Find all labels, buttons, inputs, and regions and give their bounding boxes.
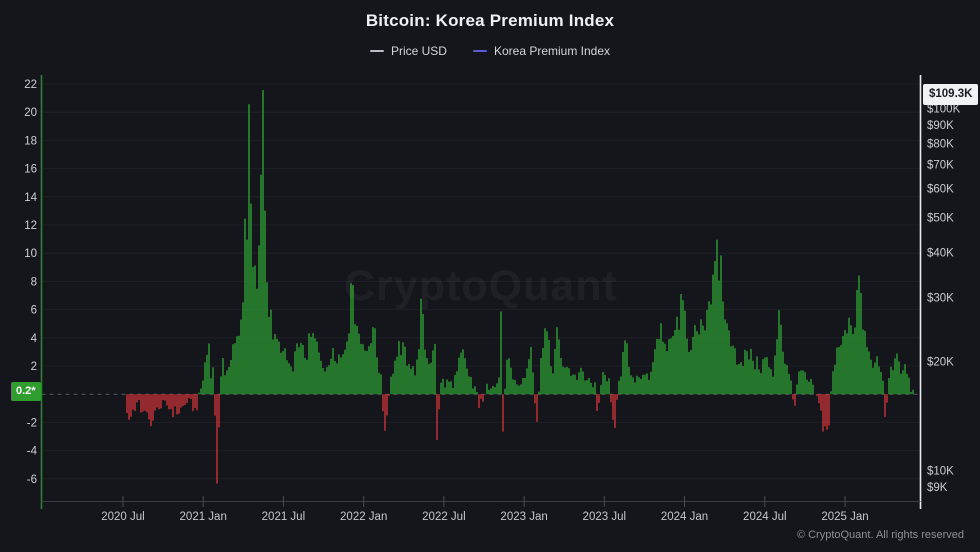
x-axis-label: 2020 Jul bbox=[101, 511, 144, 523]
right-axis-label: $70K bbox=[927, 160, 954, 172]
left-axis-label: -6 bbox=[27, 474, 37, 486]
right-axis-label: $10K bbox=[927, 465, 954, 477]
legend-label: Price USD bbox=[390, 44, 447, 58]
left-axis-label: 18 bbox=[24, 135, 37, 147]
x-axis-label: 2022 Jul bbox=[422, 511, 465, 523]
price-current-value-badge: $109.3K bbox=[923, 84, 979, 106]
x-axis-label: 2023 Jan bbox=[500, 511, 547, 523]
left-axis-label: 20 bbox=[24, 107, 37, 119]
x-axis-label: 2023 Jul bbox=[583, 511, 626, 523]
left-axis-label: -2 bbox=[27, 417, 37, 429]
left-axis-label: -4 bbox=[27, 446, 38, 458]
left-axis-label: 8 bbox=[31, 276, 37, 288]
legend-item-korea-premium-index[interactable]: Korea Premium Index bbox=[472, 44, 611, 58]
right-axis-label: $50K bbox=[927, 212, 954, 224]
left-axis-label: 2 bbox=[31, 361, 37, 373]
legend-item-price-usd[interactable]: Price USD bbox=[369, 44, 447, 58]
korea-premium-bars bbox=[126, 90, 914, 484]
right-axis-label: $30K bbox=[927, 293, 954, 305]
korea-premium-legend-swatch bbox=[472, 50, 487, 52]
premium-current-value-badge: 0.2* bbox=[11, 381, 41, 402]
x-axis-label: 2025 Jan bbox=[821, 511, 868, 523]
right-axis-label: $60K bbox=[927, 184, 954, 196]
left-axis-label: 12 bbox=[24, 220, 37, 232]
chart-title: Bitcoin: Korea Premium Index bbox=[365, 11, 615, 30]
right-axis-label: $100K bbox=[927, 103, 961, 115]
left-axis-label: 6 bbox=[31, 305, 37, 317]
x-axis-label: 2021 Jul bbox=[262, 511, 305, 523]
price-usd-legend-swatch bbox=[369, 50, 384, 52]
x-axis-label: 2022 Jan bbox=[340, 511, 387, 523]
x-axis-label: 2024 Jan bbox=[661, 511, 708, 523]
right-axis-label: $9K bbox=[927, 482, 948, 494]
right-axis-label: $40K bbox=[927, 248, 954, 260]
left-axis-label: 10 bbox=[24, 248, 37, 260]
x-axis-label: 2024 Jul bbox=[743, 511, 786, 523]
right-axis-label: $90K bbox=[927, 120, 954, 132]
left-axis-label: 16 bbox=[24, 164, 37, 176]
legend-label: Korea Premium Index bbox=[493, 44, 611, 58]
right-axis-label: $20K bbox=[927, 356, 954, 368]
copyright-notice: © CryptoQuant. All rights reserved bbox=[796, 529, 964, 541]
left-axis-label: 14 bbox=[24, 192, 37, 204]
left-axis-label: 22 bbox=[24, 79, 37, 91]
x-axis-label: 2021 Jan bbox=[180, 511, 227, 523]
legend: Price USD Korea Premium Index bbox=[0, 44, 980, 58]
left-axis-label: 4 bbox=[31, 333, 38, 345]
right-axis-label: $80K bbox=[927, 139, 954, 151]
